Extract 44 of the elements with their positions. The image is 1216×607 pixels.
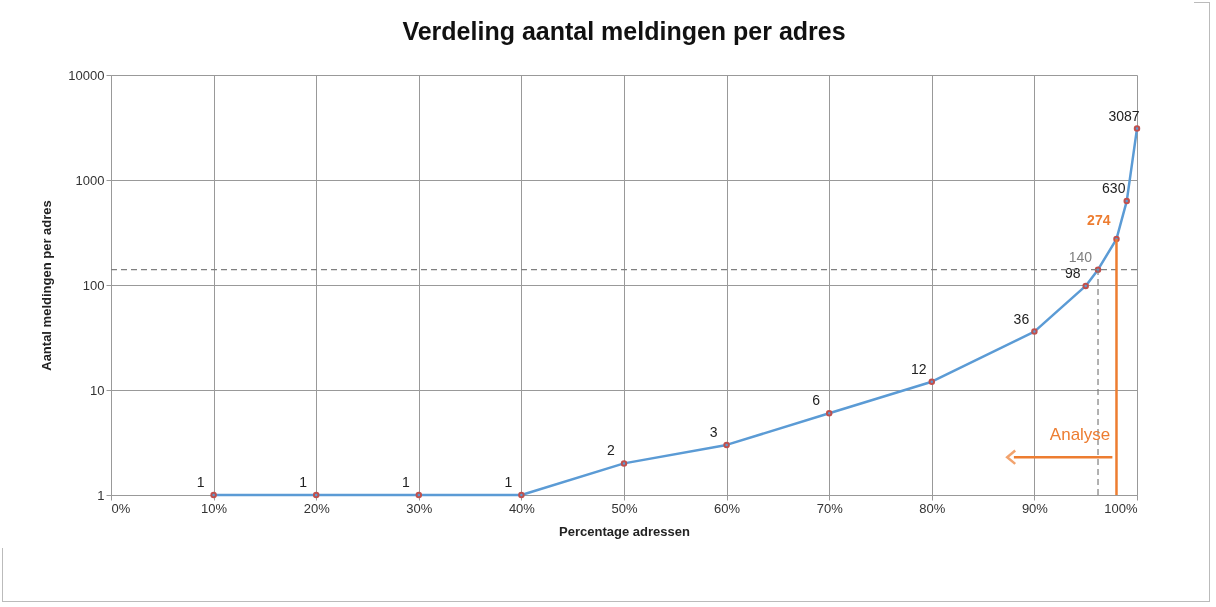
annotation: 274	[1087, 212, 1111, 229]
x-tick-label: 60%	[714, 500, 741, 516]
x-tick-label: 70%	[816, 500, 844, 516]
point	[1031, 328, 1038, 335]
data-label: 3087	[1108, 107, 1140, 124]
x-axis-title: Percentage adressen	[559, 523, 690, 539]
data-label: 630	[1102, 180, 1126, 197]
point	[1094, 266, 1102, 273]
data-label: 6	[812, 392, 821, 409]
data-label: 98	[1064, 264, 1081, 281]
point	[723, 441, 730, 449]
y-tick-label: 1	[97, 487, 105, 503]
point	[825, 410, 833, 417]
y-tick-label: 100	[82, 277, 105, 293]
data-label: 1	[504, 474, 513, 490]
x-tick-label: 0%	[111, 500, 131, 516]
x-tick-label: 20%	[303, 500, 331, 516]
data-label: 2	[607, 442, 616, 459]
point	[928, 378, 936, 385]
point	[1133, 125, 1141, 132]
data-label: 3	[709, 423, 718, 440]
x-tick-label: 10%	[201, 500, 228, 516]
x-tick-label: 90%	[1021, 500, 1049, 516]
x-tick-label: 50%	[611, 500, 638, 516]
data-label: 12	[911, 360, 927, 377]
y-tick-label: 10	[90, 382, 105, 398]
data-label: 1	[401, 474, 410, 490]
y-tick-label: 1000	[75, 172, 105, 188]
x-tick-label: 30%	[406, 500, 433, 516]
annotation: 140	[1068, 248, 1093, 265]
x-tick-label: 80%	[919, 500, 946, 516]
data-label: 36	[1013, 310, 1030, 327]
data-label: 1	[299, 474, 308, 490]
y-tick-label: 10000	[68, 67, 105, 83]
point	[1082, 282, 1089, 290]
ref-line-label: Analyse	[1049, 425, 1111, 445]
point	[620, 460, 628, 467]
x-tick-label: 40%	[508, 500, 536, 516]
data-label: 1	[196, 474, 205, 490]
point	[1123, 197, 1130, 205]
chart-title: Verdeling aantal meldingen per adres	[402, 17, 846, 45]
x-tick-label: 100%	[1104, 500, 1138, 516]
point	[1113, 235, 1120, 243]
y-axis-title: Aantal meldingen per adres	[39, 200, 55, 371]
